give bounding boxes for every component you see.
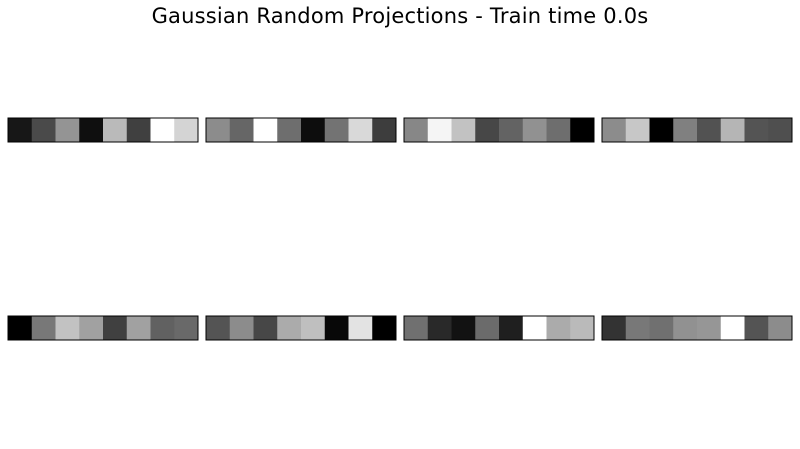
- panel-frame: [7, 117, 199, 143]
- heatmap-cell: [8, 118, 33, 142]
- heatmap-cell: [55, 118, 80, 142]
- heatmap-cell: [79, 118, 104, 142]
- heatmap-cell: [602, 118, 627, 142]
- panel-frame: [205, 315, 397, 341]
- heatmap-cell: [546, 316, 571, 340]
- heatmap-cell: [174, 316, 199, 340]
- heatmap-cell: [324, 316, 349, 340]
- panel-frame: [7, 315, 199, 341]
- heatmap-cell: [697, 316, 722, 340]
- heatmap-cell: [79, 316, 104, 340]
- projection-panel-6: [205, 315, 397, 341]
- heatmap-cell: [475, 316, 500, 340]
- heatmap-cell: [301, 118, 326, 142]
- heatmap-cell: [103, 118, 128, 142]
- heatmap-cell: [277, 316, 302, 340]
- heatmap-cell: [427, 118, 452, 142]
- heatmap-cell: [720, 316, 745, 340]
- heatmap-cell: [673, 316, 698, 340]
- heatmap-cell: [522, 316, 547, 340]
- heatmap-cell: [253, 118, 278, 142]
- heatmap-cell: [103, 316, 128, 340]
- heatmap-cell: [625, 316, 650, 340]
- heatmap-cell: [55, 316, 80, 340]
- heatmap-cell: [150, 118, 175, 142]
- chart-title: Gaussian Random Projections - Train time…: [151, 4, 649, 28]
- heatmap-cell: [768, 118, 793, 142]
- heatmap-cell: [31, 316, 56, 340]
- heatmap-cell: [570, 316, 595, 340]
- heatmap-cell: [720, 118, 745, 142]
- panel-frame: [601, 117, 793, 143]
- heatmap-cell: [372, 316, 397, 340]
- heatmap-cell: [348, 316, 373, 340]
- heatmap-cell: [499, 316, 524, 340]
- heatmap-cell: [499, 118, 524, 142]
- heatmap-cell: [324, 118, 349, 142]
- projection-panel-8: [601, 315, 793, 341]
- heatmap-cell: [206, 118, 231, 142]
- heatmap-cell: [206, 316, 231, 340]
- projection-panel-7: [403, 315, 595, 341]
- panel-frame: [205, 117, 397, 143]
- heatmap-cell: [451, 118, 476, 142]
- heatmap-cell: [744, 316, 769, 340]
- heatmap-cell: [372, 118, 397, 142]
- heatmap-cell: [404, 118, 429, 142]
- panel-frame: [403, 315, 595, 341]
- heatmap-cell: [451, 316, 476, 340]
- heatmap-cell: [427, 316, 452, 340]
- projection-panel-5: [7, 315, 199, 341]
- panel-frame: [601, 315, 793, 341]
- heatmap-cell: [348, 118, 373, 142]
- heatmap-cell: [744, 118, 769, 142]
- heatmap-cell: [229, 316, 254, 340]
- heatmap-cell: [253, 316, 278, 340]
- projection-panel-2: [205, 117, 397, 143]
- heatmap-cell: [625, 118, 650, 142]
- heatmap-cell: [126, 118, 151, 142]
- heatmap-cell: [768, 316, 793, 340]
- panel-frame: [403, 117, 595, 143]
- projection-panel-1: [7, 117, 199, 143]
- heatmap-cell: [31, 118, 56, 142]
- heatmap-cell: [150, 316, 175, 340]
- heatmap-cell: [602, 316, 627, 340]
- heatmap-cell: [174, 118, 199, 142]
- heatmap-cell: [522, 118, 547, 142]
- heatmap-cell: [404, 316, 429, 340]
- heatmap-cell: [126, 316, 151, 340]
- heatmap-cell: [229, 118, 254, 142]
- projection-panel-3: [403, 117, 595, 143]
- heatmap-cell: [8, 316, 33, 340]
- heatmap-cell: [301, 316, 326, 340]
- heatmap-cell: [673, 118, 698, 142]
- heatmap-cell: [649, 316, 674, 340]
- heatmap-cell: [475, 118, 500, 142]
- heatmap-cell: [649, 118, 674, 142]
- heatmap-cell: [546, 118, 571, 142]
- heatmap-cell: [697, 118, 722, 142]
- projection-panel-4: [601, 117, 793, 143]
- heatmap-cell: [277, 118, 302, 142]
- heatmap-cell: [570, 118, 595, 142]
